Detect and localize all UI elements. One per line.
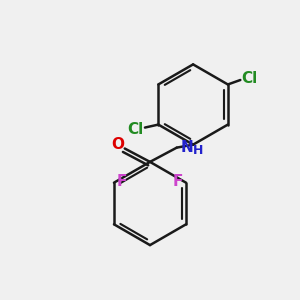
Text: Cl: Cl [127, 122, 144, 136]
Text: F: F [117, 174, 128, 189]
Text: Cl: Cl [242, 71, 258, 86]
Text: F: F [172, 174, 183, 189]
Text: O: O [112, 136, 125, 152]
Text: H: H [193, 143, 203, 157]
Text: N: N [181, 140, 194, 154]
